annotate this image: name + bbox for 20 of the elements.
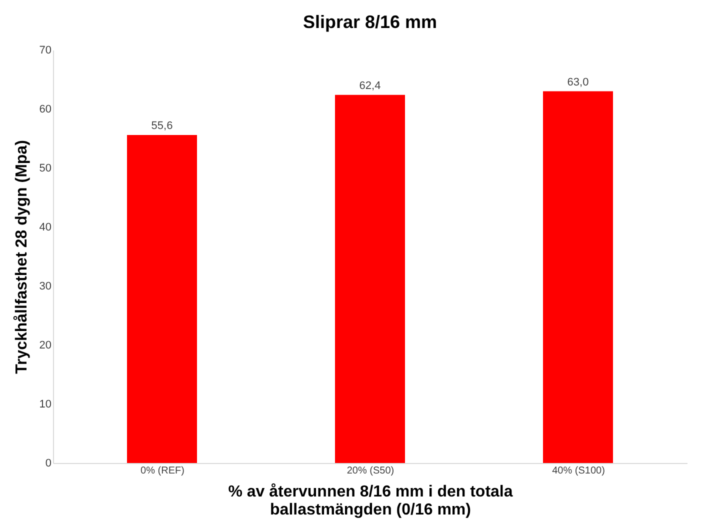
bar [335,94,405,463]
y-tick-label: 30 [39,280,52,292]
data-label: 62,4 [359,80,381,92]
y-tick-label: 40 [39,222,52,234]
bar [543,91,613,463]
x-tick-label: 0% (REF) [140,466,184,476]
y-tick-label: 20 [39,340,52,352]
y-tick-label: 60 [39,104,52,116]
y-axis-title: Tryckhållfasthet 28 dygn (Mpa) [12,140,30,374]
chart-title: Sliprar 8/16 mm [302,12,438,32]
y-tick-label: 50 [39,162,52,174]
x-tick-label: 40% (S100) [552,466,605,476]
x-axis-title: % av återvunnen 8/16 mm i den totala ballastmängden (0/16 mm) [228,482,513,518]
y-tick-label: 70 [39,44,52,56]
y-tick-label: 0 [45,458,52,470]
bar [127,134,197,463]
data-label: 55,6 [151,120,173,132]
x-tick-label: 20% (S50) [346,466,394,476]
y-tick-label: 10 [39,398,52,410]
data-label: 63,0 [567,76,589,88]
